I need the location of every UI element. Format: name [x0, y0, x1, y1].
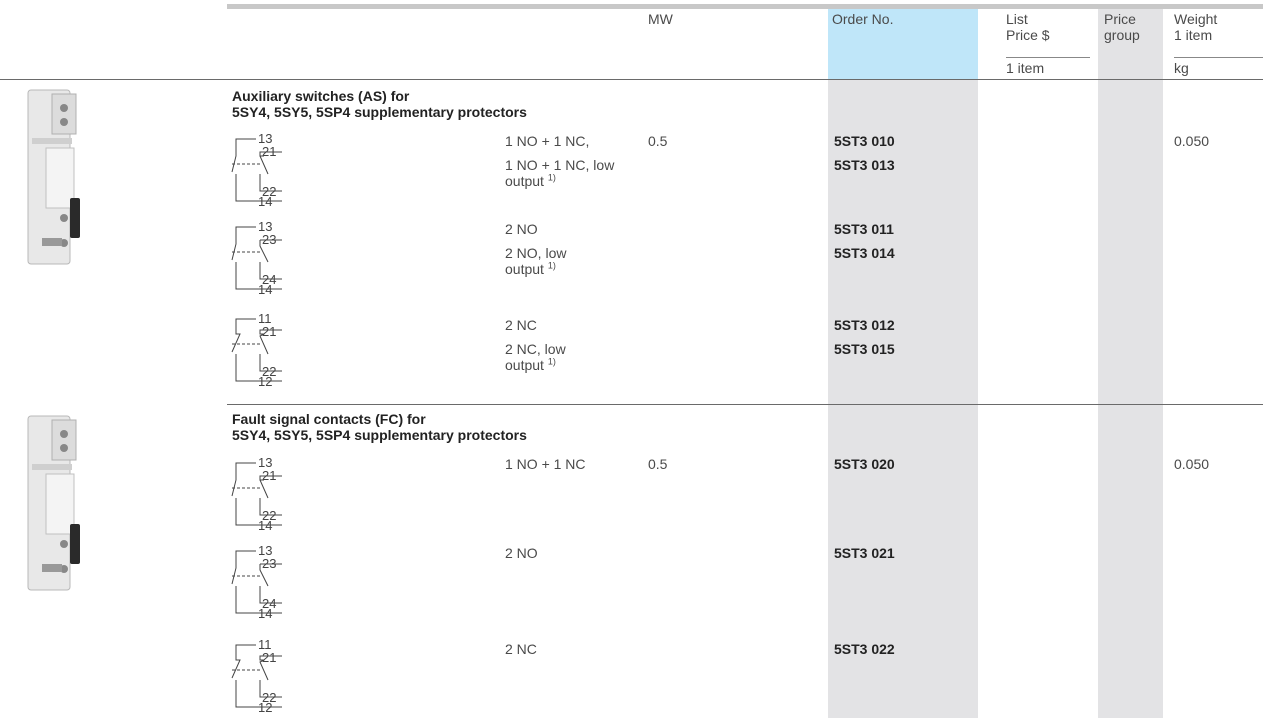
section-title-fault-signal-contacts: Fault signal contacts (FC) for 5SY4, 5SY… — [232, 411, 527, 443]
section-divider — [227, 404, 1263, 405]
order-number: 5ST3 011 — [834, 221, 894, 237]
header-top-bar — [227, 4, 1263, 9]
order-number: 5ST3 021 — [834, 545, 895, 561]
terminal-label: 21 — [262, 468, 276, 483]
terminal-label: 24 — [262, 272, 276, 287]
order-column-header-shade — [828, 9, 978, 79]
header-weight: Weight 1 item — [1174, 11, 1218, 43]
terminal-label: 23 — [262, 556, 276, 571]
row-description: 1 NO + 1 NC, low output 1) — [505, 157, 615, 189]
contact-diagram-no-no: 13 23 24 14 — [230, 216, 300, 301]
contact-diagram-nc-nc: 11 21 22 12 — [230, 634, 300, 719]
terminal-label: 13 — [258, 131, 272, 146]
header-price-group: Price group — [1104, 11, 1140, 43]
footnote-marker: 1) — [547, 356, 556, 367]
terminal-label: 21 — [262, 144, 276, 159]
weight-divider — [1174, 57, 1263, 58]
terminal-label: 14 — [258, 282, 272, 296]
row-description: 1 NO + 1 NC, — [505, 133, 590, 149]
order-number: 5ST3 014 — [834, 245, 895, 261]
terminal-label: 22 — [262, 508, 276, 523]
contact-diagram-no-nc: 13 21 22 14 — [230, 128, 300, 213]
order-number: 5ST3 012 — [834, 317, 895, 333]
row-description: 1 NO + 1 NC — [505, 456, 586, 472]
contact-diagram-no-no: 13 23 24 14 — [230, 540, 300, 625]
terminal-label: 14 — [258, 606, 272, 620]
order-number: 5ST3 015 — [834, 341, 895, 357]
footnote-marker: 1) — [547, 260, 556, 271]
price-group-column-shade — [1098, 9, 1163, 718]
order-number: 5ST3 013 — [834, 157, 895, 173]
order-number: 5ST3 022 — [834, 641, 895, 657]
footnote-marker: 1) — [547, 172, 556, 183]
row-mw: 0.5 — [648, 133, 668, 149]
terminal-label: 12 — [258, 374, 272, 388]
header-weight-unit: kg — [1174, 60, 1189, 76]
terminal-label: 21 — [262, 324, 276, 339]
terminal-label: 22 — [262, 184, 276, 199]
list-price-divider — [1006, 57, 1090, 58]
terminal-label: 22 — [262, 690, 276, 705]
contact-diagram-nc-nc: 11 21 22 12 — [230, 308, 300, 393]
section-title-auxiliary-switches: Auxiliary switches (AS) for 5SY4, 5SY5, … — [232, 88, 527, 120]
row-weight: 0.050 — [1174, 133, 1210, 149]
terminal-label: 14 — [258, 518, 272, 532]
row-description: 2 NO — [505, 221, 538, 237]
row-weight: 0.050 — [1174, 456, 1210, 472]
row-description: 2 NC — [505, 641, 537, 657]
row-description: 2 NC, low output 1) — [505, 341, 566, 373]
row-description: 2 NO — [505, 545, 538, 561]
terminal-label: 13 — [258, 219, 272, 234]
auxiliary-switch-product-image — [18, 88, 88, 273]
terminal-label: 13 — [258, 455, 272, 470]
terminal-label: 23 — [262, 232, 276, 247]
order-column-shade — [828, 9, 978, 718]
terminal-label: 21 — [262, 650, 276, 665]
row-mw: 0.5 — [648, 456, 668, 472]
header-mw: MW — [648, 11, 673, 27]
header-list-price-unit: 1 item — [1006, 60, 1045, 76]
header-list-price: List Price $ — [1006, 11, 1050, 43]
terminal-label: 13 — [258, 543, 272, 558]
terminal-label: 12 — [258, 700, 272, 714]
terminal-label: 14 — [258, 194, 272, 208]
contact-diagram-no-nc: 13 21 22 14 — [230, 452, 300, 537]
fault-signal-contact-product-image — [18, 414, 88, 599]
terminal-label: 11 — [258, 637, 272, 652]
terminal-label: 22 — [262, 364, 276, 379]
terminal-label: 24 — [262, 596, 276, 611]
row-description: 2 NO, low output 1) — [505, 245, 567, 277]
order-number: 5ST3 010 — [834, 133, 895, 149]
row-description: 2 NC — [505, 317, 537, 333]
terminal-label: 11 — [258, 311, 272, 326]
header-order-no: Order No. — [832, 11, 894, 27]
order-number: 5ST3 020 — [834, 456, 895, 472]
header-bottom-rule — [0, 79, 1263, 80]
